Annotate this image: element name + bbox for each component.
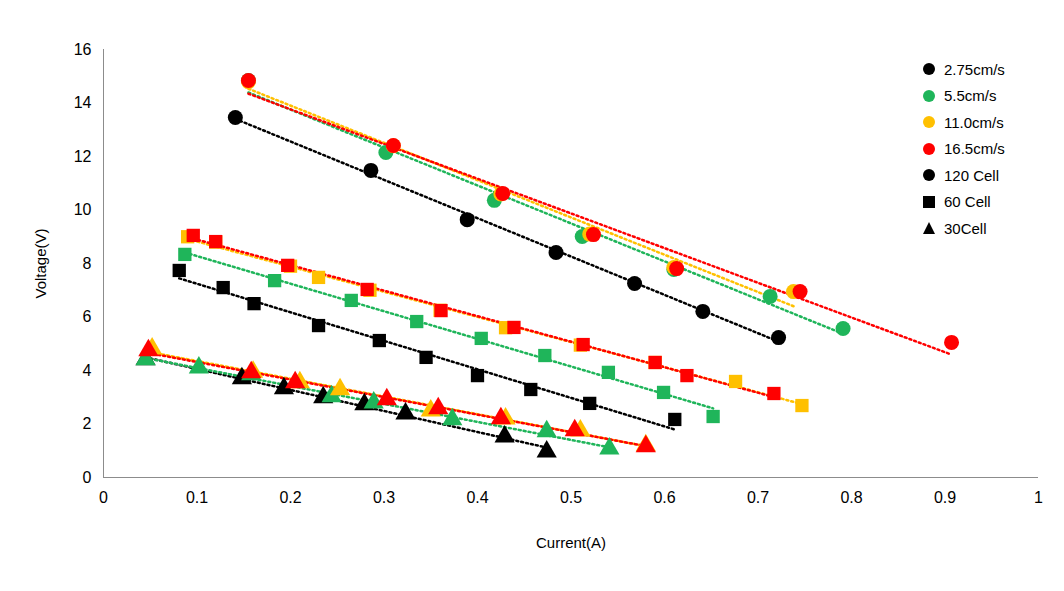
html-text:5.5cm/s: 5.5cm/s <box>944 87 997 105</box>
html-text:30Cell: 30Cell <box>944 219 987 237</box>
html-text:16.5cm/s: 16.5cm/s <box>944 140 1005 158</box>
svg-text:0.2: 0.2 <box>279 489 301 506</box>
html-text:11.0cm/s: 11.0cm/s <box>944 113 1004 131</box>
svg-text:0.5: 0.5 <box>560 489 582 506</box>
svg-text:0.8: 0.8 <box>840 489 862 506</box>
svg-text:14: 14 <box>74 94 92 111</box>
svg-text:0.3: 0.3 <box>373 489 395 506</box>
html-text:2.75cm/s: 2.75cm/s <box>944 60 1005 78</box>
svg-text:6: 6 <box>83 308 92 325</box>
html-text:120 Cell: 120 Cell <box>944 166 999 184</box>
svg-text:10: 10 <box>74 201 92 218</box>
svg-text:1: 1 <box>1034 489 1043 506</box>
svg-text:12: 12 <box>74 148 92 165</box>
svg-text:0.6: 0.6 <box>653 489 675 506</box>
svg-text:0.4: 0.4 <box>466 489 488 506</box>
svg-text:Voltage(V): Voltage(V) <box>32 228 49 298</box>
html-text:60 Cell: 60 Cell <box>944 193 991 211</box>
svg-text:Current(A): Current(A) <box>536 534 606 551</box>
svg-text:0.7: 0.7 <box>747 489 769 506</box>
svg-text:0: 0 <box>83 469 92 486</box>
svg-text:8: 8 <box>83 255 92 272</box>
svg-text:4: 4 <box>83 362 92 379</box>
svg-text:0.1: 0.1 <box>186 489 208 506</box>
svg-text:0.9: 0.9 <box>934 489 956 506</box>
svg-text:16: 16 <box>74 41 92 58</box>
svg-text:2: 2 <box>83 415 92 432</box>
svg-text:0: 0 <box>99 489 108 506</box>
